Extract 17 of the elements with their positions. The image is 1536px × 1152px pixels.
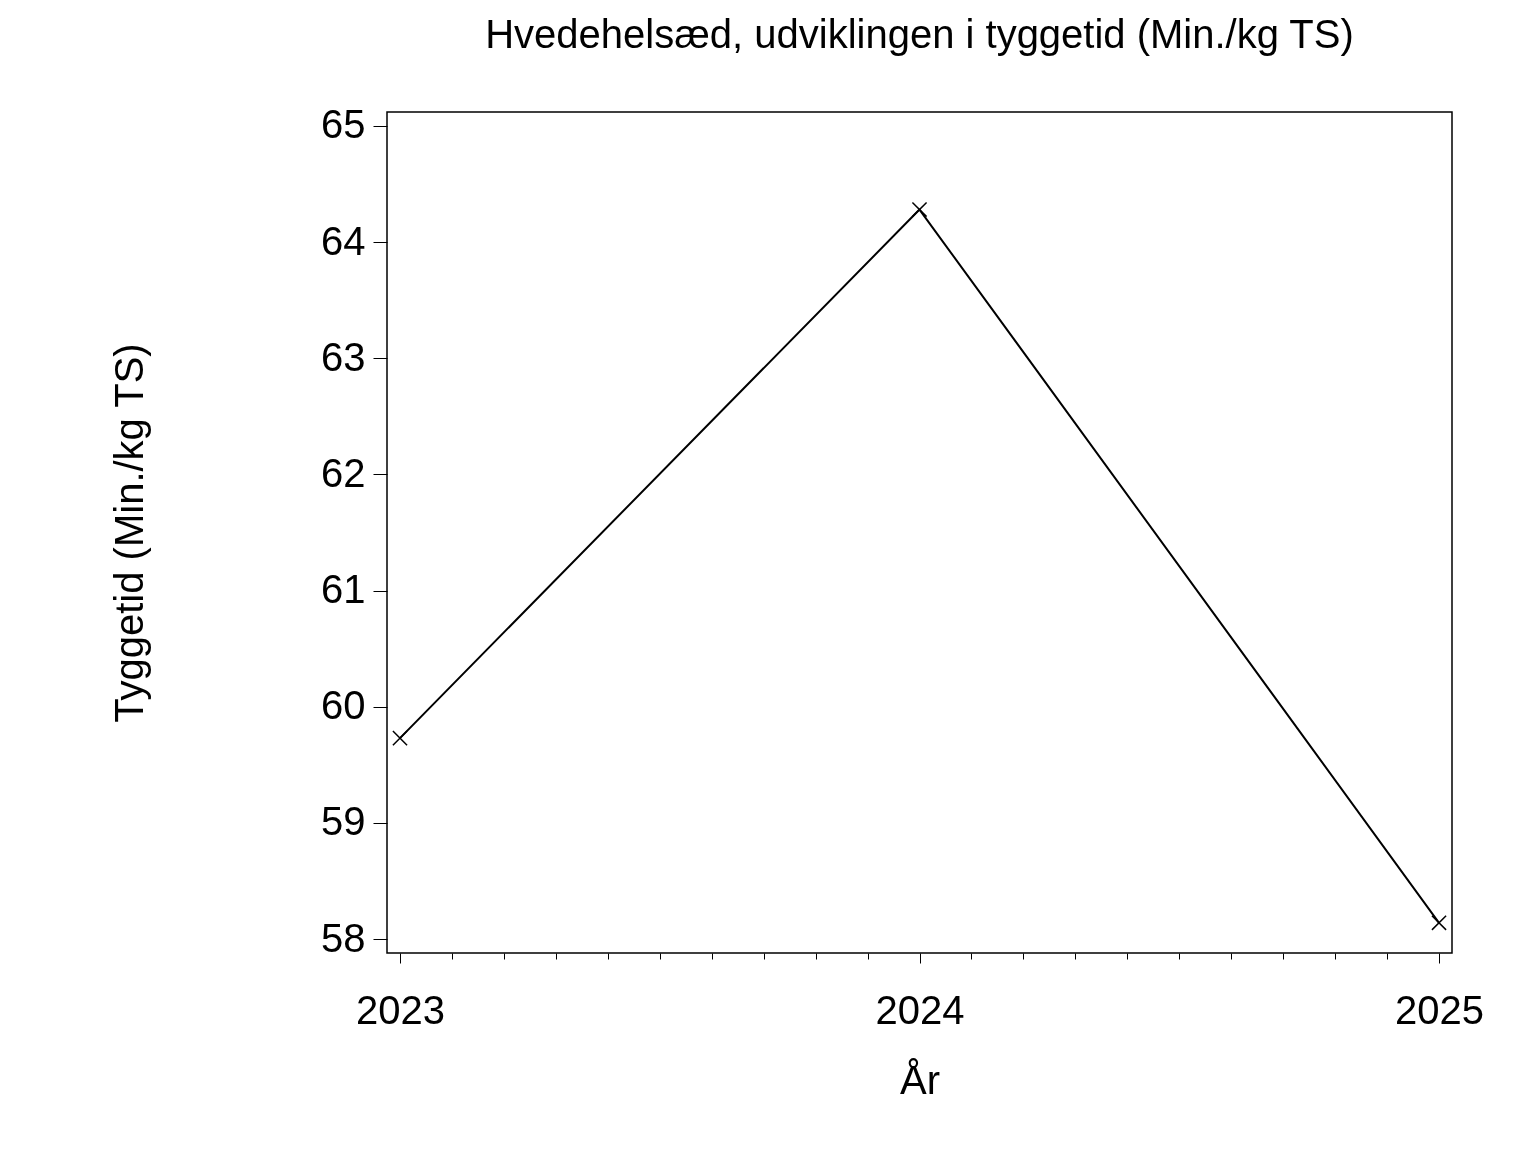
x-tick-label: 2025: [1395, 987, 1484, 1032]
x-axis-title: År: [900, 1057, 940, 1102]
y-tick-label: 62: [321, 450, 366, 495]
y-tick-label: 63: [321, 334, 366, 379]
y-tick-label: 60: [321, 683, 366, 728]
y-tick-label: 65: [321, 102, 366, 147]
y-tick-label: 64: [321, 218, 366, 263]
x-tick-label: 2023: [356, 987, 445, 1032]
y-tick-label: 61: [321, 567, 366, 612]
x-tick-label: 2024: [875, 987, 965, 1032]
y-axis-title: Tyggetid (Min./kg TS): [107, 343, 152, 723]
point: [911, 201, 928, 218]
point: [1431, 914, 1447, 931]
chart-title: Hvedehelsæd, udviklingen i tyggetid (Min./kg TS): [485, 11, 1354, 56]
y-tick-label: 58: [321, 915, 366, 960]
y-tick-label: 59: [321, 799, 366, 844]
point: [392, 730, 408, 746]
